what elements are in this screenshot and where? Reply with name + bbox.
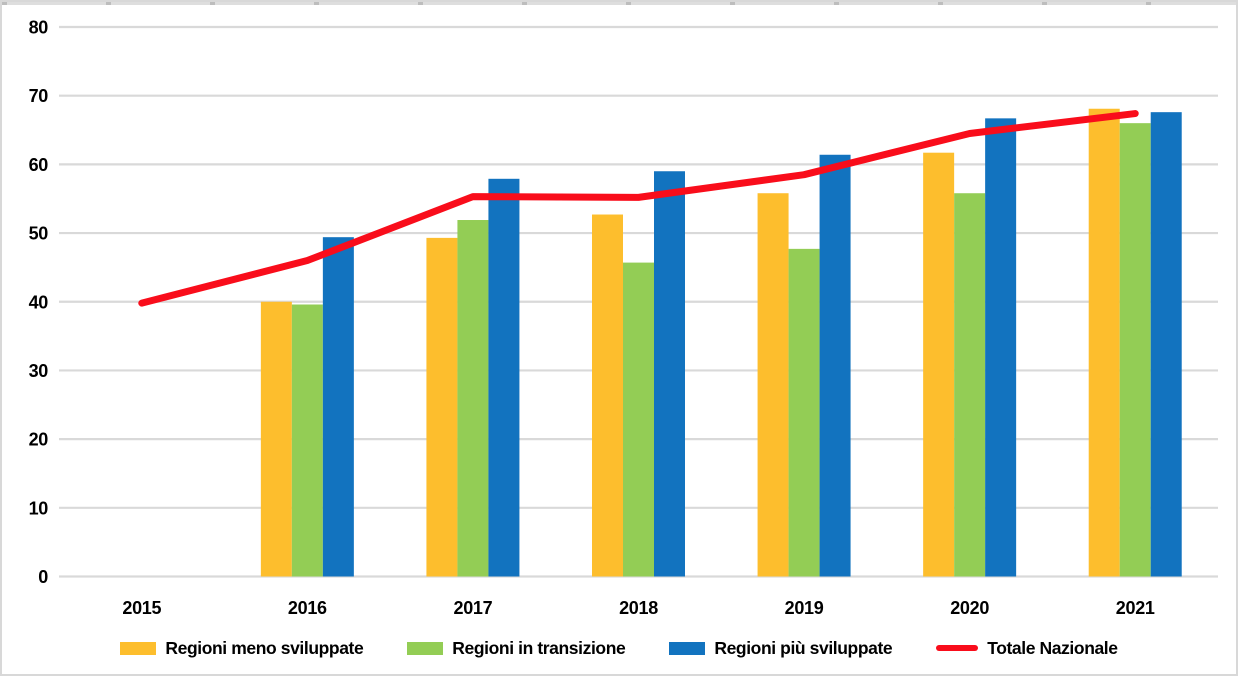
- legend-item-regioni-piu-sviluppate: Regioni più sviluppate: [669, 637, 893, 659]
- y-tick-label-20: 20: [29, 430, 49, 450]
- bar-regioni-pi-sviluppate-2020: [985, 118, 1017, 577]
- y-tick-label-30: 30: [29, 361, 49, 381]
- bar-regioni-in-transizione-2018: [623, 262, 654, 577]
- y-tick-label-0: 0: [38, 567, 48, 587]
- legend-swatch-blue-bar: [669, 641, 706, 655]
- x-tick-label-2021: 2021: [1116, 598, 1155, 618]
- bar-regioni-pi-sviluppate-2018: [654, 171, 685, 577]
- y-tick-label-50: 50: [29, 224, 49, 244]
- chart-legend: Regioni meno sviluppate Regioni in trans…: [2, 633, 1236, 663]
- bar-regioni-meno-sviluppate-2021: [1088, 108, 1120, 577]
- legend-swatch-green-bar: [407, 641, 444, 655]
- legend-label: Totale Nazionale: [987, 637, 1118, 658]
- x-tick-label-2015: 2015: [122, 598, 161, 618]
- x-tick-label-2018: 2018: [619, 598, 658, 618]
- y-tick-label-80: 80: [29, 18, 49, 38]
- bar-regioni-meno-sviluppate-2018: [592, 214, 623, 577]
- x-tick-label-2017: 2017: [454, 598, 493, 618]
- y-tick-label-70: 70: [29, 86, 49, 106]
- legend-item-regioni-meno-sviluppate: Regioni meno sviluppate: [120, 637, 364, 659]
- bar-regioni-meno-sviluppate-2020: [923, 152, 955, 577]
- bar-regioni-in-transizione-2017: [457, 220, 489, 577]
- legend-label: Regioni meno sviluppate: [165, 637, 364, 658]
- bar-regioni-in-transizione-2016: [291, 304, 323, 577]
- bar-regioni-in-transizione-2021: [1119, 123, 1151, 577]
- x-tick-label-2020: 2020: [950, 598, 989, 618]
- y-tick-label-40: 40: [29, 292, 49, 312]
- top-border-ticks: [2, 2, 1236, 5]
- bar-regioni-pi-sviluppate-2017: [488, 178, 520, 577]
- bar-regioni-meno-sviluppate-2019: [757, 193, 789, 577]
- legend-swatch-red-line: [936, 645, 979, 651]
- bar-regioni-in-transizione-2020: [954, 193, 986, 577]
- y-tick-label-10: 10: [29, 498, 49, 518]
- x-tick-label-2016: 2016: [288, 598, 327, 618]
- legend-label: Regioni in transizione: [452, 637, 626, 658]
- bar-regioni-meno-sviluppate-2016: [260, 301, 292, 577]
- legend-item-regioni-in-transizione: Regioni in transizione: [407, 637, 626, 659]
- bar-regioni-pi-sviluppate-2019: [819, 154, 851, 577]
- x-tick-label-2019: 2019: [785, 598, 824, 618]
- legend-item-totale-nazionale: Totale Nazionale: [936, 637, 1118, 659]
- bar-regioni-pi-sviluppate-2021: [1150, 112, 1182, 577]
- bar-regioni-meno-sviluppate-2017: [426, 237, 458, 577]
- legend-swatch-yellow-bar: [120, 641, 157, 655]
- line-totale-nazionale: [138, 110, 1139, 307]
- legend-label: Regioni più sviluppate: [714, 637, 893, 658]
- bar-regioni-in-transizione-2019: [788, 248, 820, 577]
- bar-regioni-pi-sviluppate-2016: [322, 237, 354, 577]
- y-tick-label-60: 60: [29, 155, 49, 175]
